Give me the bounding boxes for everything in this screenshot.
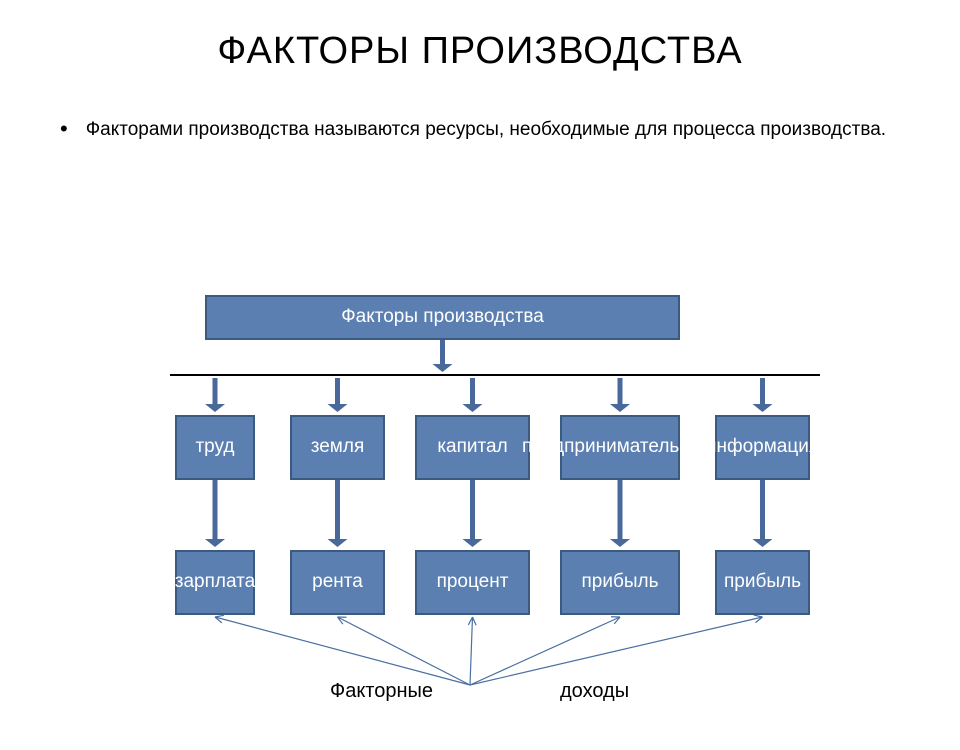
factor-box-4: информация (715, 415, 810, 480)
factor-box-0: труд (175, 415, 255, 480)
factor-box-2: капитал (415, 415, 530, 480)
caption-left: Факторные (330, 680, 433, 703)
income-box-4: прибыль (715, 550, 810, 615)
diagram-container: Факторы производства труд зарплата земля рен… (0, 30, 960, 750)
income-box-1: рента (290, 550, 385, 615)
factor-box-3: предпринимательство (560, 415, 680, 480)
income-box-2: процент (415, 550, 530, 615)
root-box: Факторы производства (205, 295, 680, 340)
caption-right: доходы (560, 680, 629, 703)
income-box-0: зарплата (175, 550, 255, 615)
arrows-svg (0, 30, 960, 750)
income-box-3: прибыль (560, 550, 680, 615)
factor-box-1: земля (290, 415, 385, 480)
